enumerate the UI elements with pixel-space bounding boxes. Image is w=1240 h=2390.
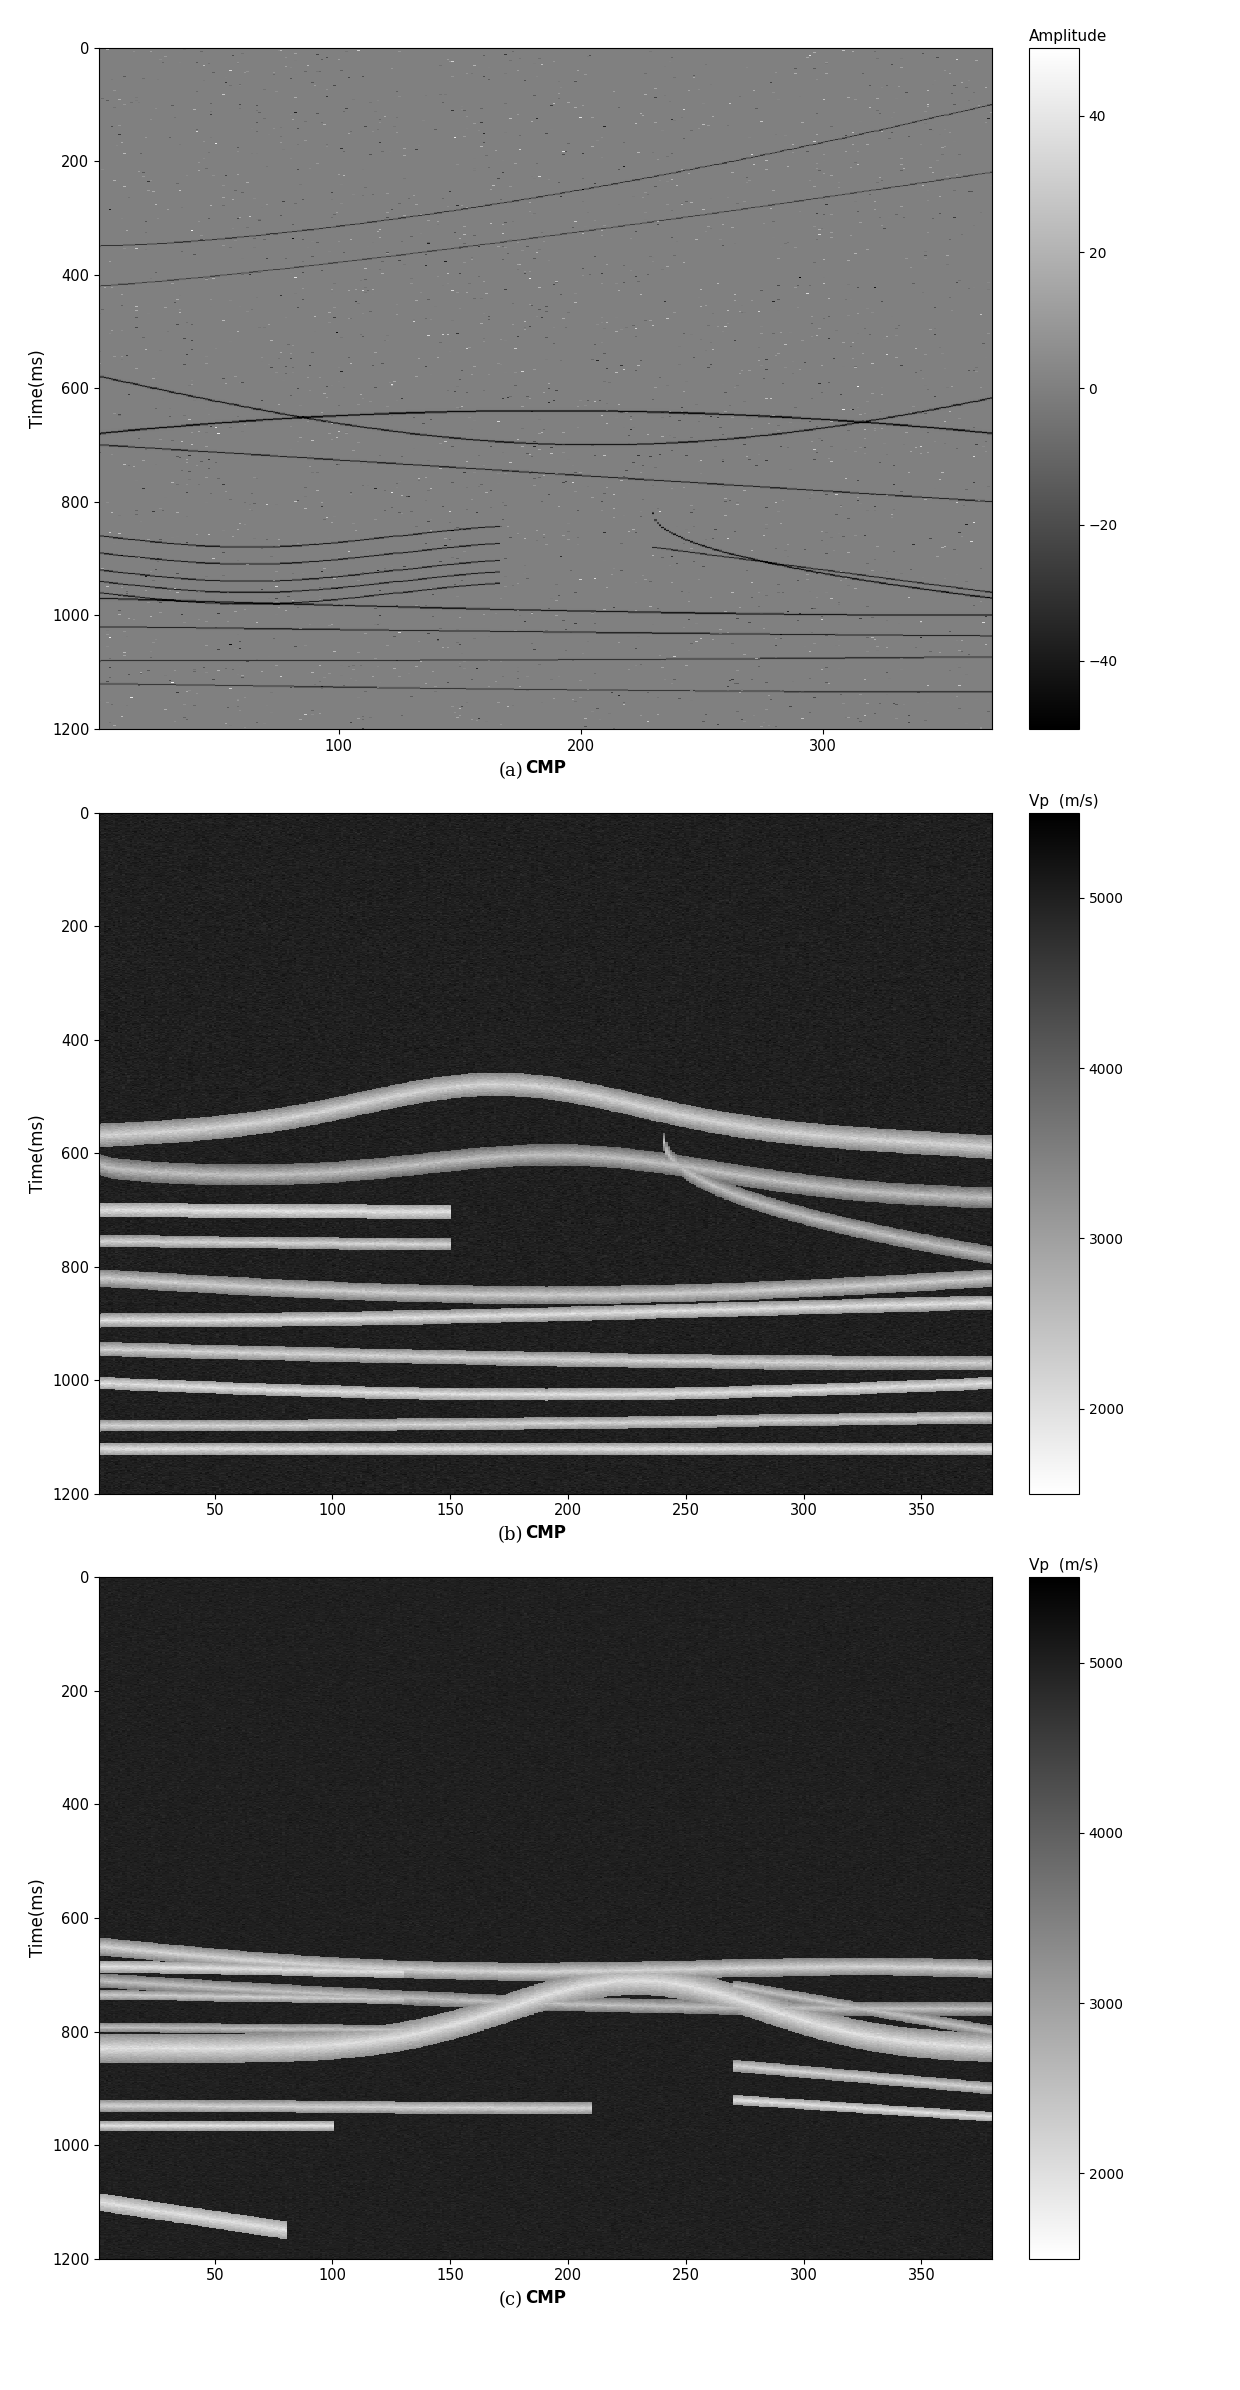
- Text: (c): (c): [498, 2292, 523, 2309]
- X-axis label: CMP: CMP: [526, 760, 565, 777]
- Y-axis label: Time(ms): Time(ms): [29, 1114, 47, 1193]
- Text: Vp  (m/s): Vp (m/s): [1029, 1558, 1099, 1573]
- Text: Amplitude: Amplitude: [1029, 29, 1107, 43]
- Y-axis label: Time(ms): Time(ms): [29, 1879, 47, 1957]
- X-axis label: CMP: CMP: [526, 2290, 565, 2306]
- Text: (b): (b): [498, 1527, 523, 1544]
- Y-axis label: Time(ms): Time(ms): [29, 349, 47, 428]
- Text: Vp  (m/s): Vp (m/s): [1029, 793, 1099, 808]
- X-axis label: CMP: CMP: [526, 1525, 565, 1542]
- Text: (a): (a): [498, 762, 523, 779]
